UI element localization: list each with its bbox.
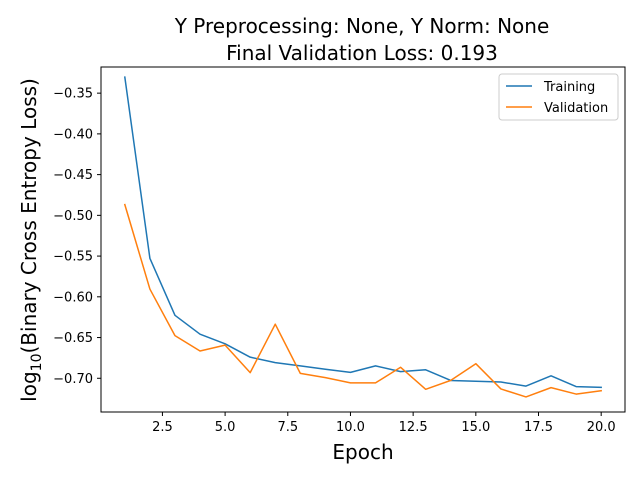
y-axis-label-suffix: (Binary Cross Entropy Loss) — [17, 78, 41, 353]
y-axis-label-prefix: log — [17, 371, 41, 402]
y-tick-label: −0.35 — [53, 87, 93, 102]
x-tick-label: 10.0 — [336, 420, 365, 435]
y-tick-label: −0.45 — [53, 168, 93, 183]
y-axis-label: log10(Binary Cross Entropy Loss) — [17, 78, 45, 402]
x-tick-label: 12.5 — [399, 420, 428, 435]
y-tick-label: −0.55 — [53, 250, 93, 265]
legend: Training Validation — [498, 73, 619, 121]
x-tick-label: 15.0 — [461, 420, 490, 435]
x-tick-label: 17.5 — [524, 420, 553, 435]
x-axis: 2.5 5.0 7.5 10.0 12.5 15.0 17.5 20.0 — [152, 412, 616, 435]
legend-label-validation: Validation — [544, 101, 608, 116]
y-tick-label: −0.40 — [53, 127, 93, 142]
chart-title-line1: Y Preprocessing: None, Y Norm: None — [174, 14, 550, 38]
x-tick-label: 5.0 — [215, 420, 236, 435]
y-axis: −0.35 −0.40 −0.45 −0.50 −0.55 −0.60 −0.65 −0.70 — [53, 87, 101, 387]
y-axis-label-subscript: 10 — [29, 354, 45, 372]
x-axis-label: Epoch — [332, 440, 393, 464]
y-tick-label: −0.70 — [53, 372, 93, 387]
x-tick-label: 2.5 — [152, 420, 173, 435]
y-tick-label: −0.60 — [53, 290, 93, 305]
x-tick-label: 7.5 — [277, 420, 298, 435]
chart-title-line2: Final Validation Loss: 0.193 — [226, 41, 498, 65]
plot-frame — [100, 66, 626, 413]
plot-lines — [123, 76, 603, 398]
series-line-training — [123, 76, 602, 389]
legend-label-training: Training — [543, 80, 595, 95]
y-tick-label: −0.50 — [53, 209, 93, 224]
series-line-validation — [123, 203, 603, 398]
y-tick-label: −0.65 — [53, 331, 93, 346]
x-tick-label: 20.0 — [587, 420, 616, 435]
